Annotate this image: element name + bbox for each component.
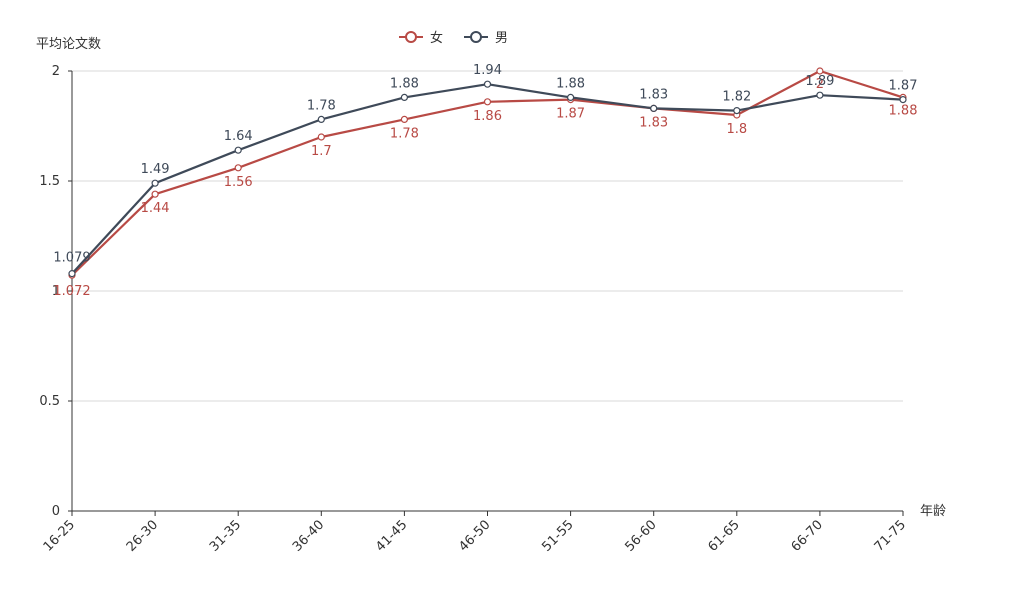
data-label-male: 1.83 — [639, 87, 668, 102]
data-label-male: 1.87 — [889, 79, 918, 94]
data-label-female: 1.44 — [141, 201, 170, 216]
data-point-male — [400, 93, 408, 102]
data-label-male: 1.88 — [556, 76, 585, 91]
data-point-male — [566, 93, 575, 102]
x-tick-label: 26-30 — [124, 517, 161, 554]
y-tick-label: 1 — [52, 284, 60, 299]
x-tick-label: 51-55 — [539, 517, 576, 554]
grid-layer — [72, 70, 903, 402]
data-point-male — [650, 104, 658, 113]
data-label-male: 1.78 — [307, 98, 336, 113]
data-point-female — [400, 115, 408, 124]
axis-layer: 0 0.5 1 1.5 2 16-25 26-30 31-35 36-40 41-45 46-50 5… — [39, 64, 909, 555]
y-tick-label: 0 — [52, 504, 60, 519]
y-axis-title: 平均论文数 — [36, 37, 101, 52]
x-tick-label: 71-75 — [872, 517, 909, 554]
legend-marker-icon — [470, 31, 482, 43]
data-point-male — [483, 80, 492, 88]
x-tick-label: 16-25 — [41, 517, 78, 554]
data-point-male — [151, 179, 159, 187]
x-tick-label: 41-45 — [373, 517, 410, 554]
series-layer — [68, 67, 907, 279]
data-label-female: 1.56 — [224, 175, 253, 190]
legend-layer: 女男 — [399, 30, 508, 46]
y-tick-label: 0.5 — [39, 394, 60, 409]
data-point-male — [899, 95, 907, 104]
legend-label: 男 — [495, 31, 508, 46]
data-point-male — [317, 115, 325, 124]
data-point-male — [68, 270, 76, 278]
data-point-female — [317, 133, 325, 141]
data-point-female — [151, 190, 159, 198]
data-label-male: 1.64 — [224, 129, 253, 144]
data-point-female — [483, 98, 492, 106]
data-point-male — [234, 146, 242, 154]
data-label-female: 1.8 — [726, 122, 747, 137]
x-tick-label: 56-60 — [622, 517, 659, 554]
data-label-male: 1.94 — [473, 63, 502, 78]
y-tick-label: 2 — [52, 64, 60, 79]
data-label-female: 1.072 — [53, 284, 90, 299]
data-label-male: 1.82 — [722, 90, 751, 105]
data-label-male: 1.88 — [390, 76, 419, 91]
data-label-female: 1.86 — [473, 109, 502, 124]
x-tick-label: 36-40 — [290, 517, 327, 554]
x-tick-label: 61-65 — [706, 517, 743, 554]
data-label-female: 1.88 — [889, 103, 918, 118]
data-point-male — [816, 91, 824, 99]
legend-marker-icon — [405, 31, 417, 43]
legend-item-male[interactable]: 男 — [464, 31, 508, 46]
x-tick-label: 46-50 — [456, 517, 493, 554]
x-tick-label: 66-70 — [789, 517, 826, 554]
x-tick-label: 31-35 — [207, 517, 244, 554]
data-label-male: 1.49 — [141, 162, 170, 177]
data-point-female — [816, 67, 824, 75]
data-label-male: 1.89 — [805, 74, 834, 89]
data-label-female: 2 — [816, 77, 824, 92]
data-label-female: 1.78 — [390, 126, 419, 141]
data-label-female: 1.87 — [556, 107, 585, 122]
data-point-female — [234, 164, 242, 172]
data-label-male: 1.079 — [53, 251, 90, 266]
x-axis-title: 年龄 — [920, 504, 946, 519]
data-label-female: 1.7 — [311, 144, 332, 159]
data-label-female: 1.83 — [639, 115, 668, 130]
y-tick-label: 1.5 — [39, 174, 60, 189]
legend-item-female[interactable]: 女 — [399, 30, 443, 46]
legend-label: 女 — [430, 30, 443, 46]
data-point-male — [733, 106, 741, 115]
